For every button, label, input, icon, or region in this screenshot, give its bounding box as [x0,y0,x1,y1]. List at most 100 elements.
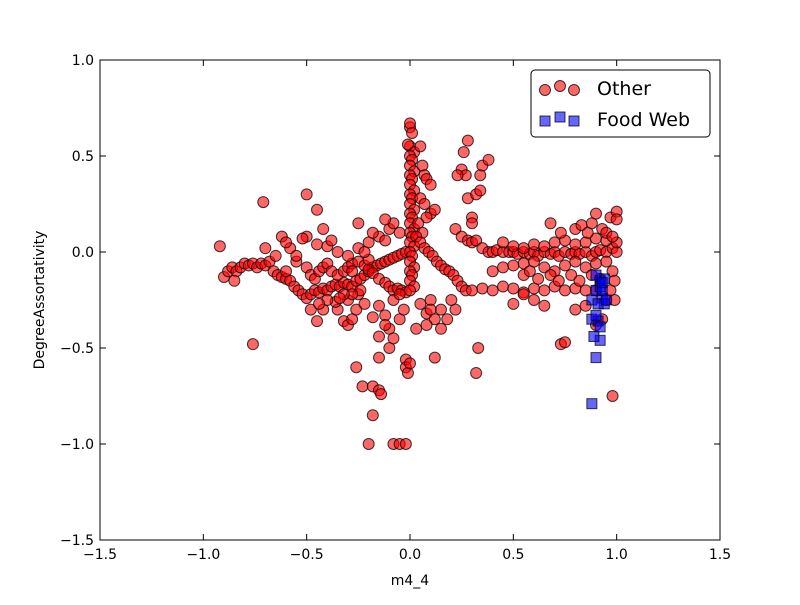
data-point-other [538,261,551,274]
data-point-other [507,282,520,295]
data-point-other [476,282,489,295]
x-tick-label: 1.0 [606,547,628,563]
data-point-other [410,322,423,335]
x-tick-label: 1.5 [709,547,731,563]
data-point-other [474,169,487,182]
data-point-other [246,338,259,351]
data-point-food-web [596,277,608,289]
data-point-food-web [600,294,612,306]
x-tick-label: 0.5 [502,547,524,563]
legend-label: Food Web [597,109,690,131]
data-point-other [507,297,520,310]
data-point-other [290,249,303,262]
data-point-other [441,313,454,326]
data-point-other [517,288,530,301]
data-point-other [461,134,474,147]
data-point-other [397,303,410,316]
data-point-other [610,213,623,226]
data-point-other [366,226,379,239]
data-point-other [373,330,385,343]
data-point-other [486,265,499,278]
data-marks [213,117,623,450]
data-point-other [523,265,536,278]
data-point-other [497,280,509,293]
data-point-other [280,265,292,278]
data-point-other [342,249,354,262]
data-point-other [449,222,462,235]
data-point-other [379,318,392,331]
y-tick-label: 0.5 [72,149,94,165]
data-point-other [424,178,437,191]
data-point-other [311,238,323,251]
data-point-other [325,234,338,247]
data-point-other [544,269,557,282]
data-point-other [548,236,561,249]
axis-ticks: −1.5 −1.0 −0.5 0.0 0.5 1.0 1.5 −1.5 −1.0 −0.5 0.0 0… [60,53,731,563]
data-point-other [507,259,520,272]
data-point-other [579,261,592,274]
data-point-other [352,217,365,230]
data-point-other [606,230,619,243]
data-point-other [404,117,416,130]
data-point-other [311,315,323,328]
data-point-other [554,226,567,239]
data-point-other [304,303,317,316]
data-point-other [486,284,499,297]
y-tick-label: −1.5 [60,533,94,549]
data-point-other [228,274,241,287]
data-point-food-web [590,309,602,321]
data-point-other [482,153,495,166]
data-point-other [428,203,441,216]
data-point-other [300,188,313,201]
data-point-other [457,146,470,159]
data-point-other [579,236,592,249]
data-point-food-web [588,330,600,342]
data-point-other [470,234,483,247]
data-point-other [579,284,592,297]
data-point-other [346,265,359,278]
x-tick-label: −1.0 [186,547,220,563]
legend-marker-food-web [568,115,580,127]
data-point-food-web [586,398,598,410]
data-point-other [213,240,226,253]
legend-marker-food-web [539,115,551,127]
data-point-other [387,332,400,345]
data-point-other [366,311,379,324]
legend-marker-other [539,84,551,96]
data-point-other [379,213,392,226]
legend-marker-other [554,80,566,92]
data-point-other [435,322,447,335]
x-tick-label: 0.0 [399,547,421,563]
data-point-other [296,232,309,245]
data-point-other [313,297,326,310]
data-point-other [532,272,545,285]
data-point-other [569,303,582,316]
data-point-other [416,159,429,172]
data-point-food-web [594,321,606,333]
data-point-other [466,284,478,297]
data-point-other [565,269,578,282]
data-point-other [449,303,462,316]
data-point-other [435,303,447,316]
data-point-other [606,390,619,402]
legend-marker-other [568,84,580,96]
data-point-other [311,203,323,216]
y-axis-label: DegreeAssortativity [32,231,48,370]
data-point-other [375,388,388,401]
data-point-other [373,351,385,364]
data-point-other [559,259,571,272]
data-point-other [401,366,414,379]
data-point-other [472,342,485,354]
data-point-other [393,226,406,239]
data-point-other [590,257,602,270]
x-tick-label: −0.5 [290,547,324,563]
data-point-other [366,409,379,422]
data-point-other [428,351,441,364]
data-point-other [451,169,464,182]
data-point-other [528,294,540,306]
data-point-other [333,292,346,305]
data-point-other [590,207,602,220]
legend-marker-food-web [554,111,566,123]
data-point-other [420,318,433,331]
